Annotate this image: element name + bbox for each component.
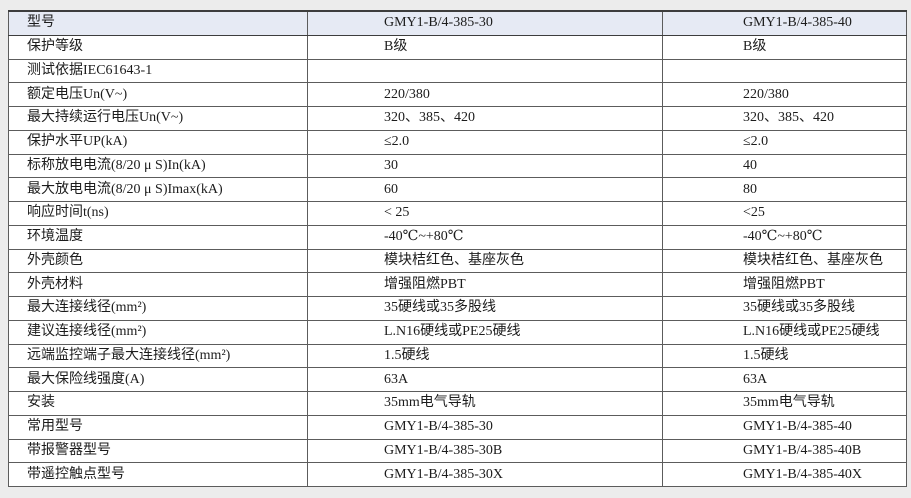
spec-value-model-40: GMY1-B/4-385-40B — [662, 438, 907, 464]
table-row: 常用型号 GMY1-B/4-385-30 GMY1-B/4-385-40 — [8, 414, 907, 440]
spec-value-model-30: 320、385、420 — [307, 106, 663, 131]
spec-label: 外壳材料 — [8, 272, 308, 297]
spec-table: 型号 GMY1-B/4-385-30 GMY1-B/4-385-40 保护等级 B… — [8, 10, 907, 487]
spec-value-model-30: 模块桔红色、基座灰色 — [307, 248, 663, 274]
spec-value-model-30: B级 — [307, 34, 663, 60]
spec-value-model-30: 35硬线或35多股线 — [307, 296, 663, 321]
table-row: 外壳颜色 模块桔红色、基座灰色 模块桔红色、基座灰色 — [8, 248, 907, 274]
spec-value-model-40: <25 — [662, 201, 907, 226]
spec-value-model-30: GMY1-B/4-385-30 — [307, 414, 663, 440]
table-row: 带报警器型号 GMY1-B/4-385-30B GMY1-B/4-385-40B — [8, 438, 907, 464]
spec-label: 远端监控端子最大连接线径(mm²) — [8, 343, 308, 369]
spec-value-model-30: 30 — [307, 153, 663, 179]
table-row: 响应时间t(ns) < 25 <25 — [8, 201, 907, 226]
header-model-40: GMY1-B/4-385-40 — [662, 10, 907, 36]
table-row: 最大保险线强度(A) 63A 63A — [8, 367, 907, 392]
spec-label: 最大保险线强度(A) — [8, 367, 308, 392]
spec-value-model-30: < 25 — [307, 201, 663, 226]
spec-label: 测试依据IEC61643-1 — [8, 58, 308, 84]
spec-label: 最大连接线径(mm²) — [8, 296, 308, 321]
spec-label: 安装 — [8, 391, 308, 416]
spec-value-model-40: GMY1-B/4-385-40X — [662, 462, 907, 487]
table-row: 带遥控触点型号 GMY1-B/4-385-30X GMY1-B/4-385-40X — [8, 462, 907, 487]
table-row: 最大连接线径(mm²) 35硬线或35多股线 35硬线或35多股线 — [8, 296, 907, 321]
spec-value-model-40: 模块桔红色、基座灰色 — [662, 248, 907, 274]
spec-value-model-40: 1.5硬线 — [662, 343, 907, 369]
spec-value-model-30: ≤2.0 — [307, 129, 663, 155]
spec-value-model-40: 63A — [662, 367, 907, 392]
spec-value-model-30: 220/380 — [307, 82, 663, 107]
spec-label: 标称放电电流(8/20 μ S)In(kA) — [8, 153, 308, 179]
spec-label: 最大持续运行电压Un(V~) — [8, 106, 308, 131]
table-row: 标称放电电流(8/20 μ S)In(kA) 30 40 — [8, 153, 907, 179]
spec-value-model-40: 320、385、420 — [662, 106, 907, 131]
table-row: 保护等级 B级 B级 — [8, 34, 907, 60]
spec-value-model-40: L.N16硬线或PE25硬线 — [662, 319, 907, 345]
spec-label: 建议连接线径(mm²) — [8, 319, 308, 345]
spec-value-model-30: GMY1-B/4-385-30X — [307, 462, 663, 487]
header-param-label: 型号 — [8, 10, 308, 36]
spec-label: 环境温度 — [8, 224, 308, 250]
spec-value-model-30: 60 — [307, 177, 663, 202]
spec-label: 响应时间t(ns) — [8, 201, 308, 226]
spec-label: 带报警器型号 — [8, 438, 308, 464]
spec-value-model-30: 35mm电气导轨 — [307, 391, 663, 416]
table-row: 环境温度 -40℃~+80℃ -40℃~+80℃ — [8, 224, 907, 250]
header-model-30: GMY1-B/4-385-30 — [307, 10, 663, 36]
spec-value-model-40: GMY1-B/4-385-40 — [662, 414, 907, 440]
spec-value-model-40 — [662, 58, 907, 84]
spec-value-model-40: 增强阻燃PBT — [662, 272, 907, 297]
spec-label: 最大放电电流(8/20 μ S)Imax(kA) — [8, 177, 308, 202]
header-row: 型号 GMY1-B/4-385-30 GMY1-B/4-385-40 — [8, 10, 907, 36]
spec-label: 常用型号 — [8, 414, 308, 440]
spec-value-model-40: 35mm电气导轨 — [662, 391, 907, 416]
table-row: 测试依据IEC61643-1 — [8, 58, 907, 84]
spec-value-model-40: 80 — [662, 177, 907, 202]
table-row: 安装 35mm电气导轨 35mm电气导轨 — [8, 391, 907, 416]
spec-label: 额定电压Un(V~) — [8, 82, 308, 107]
table-row: 建议连接线径(mm²) L.N16硬线或PE25硬线 L.N16硬线或PE25硬线 — [8, 319, 907, 345]
spec-table-header: 型号 GMY1-B/4-385-30 GMY1-B/4-385-40 — [8, 10, 907, 36]
table-row: 最大放电电流(8/20 μ S)Imax(kA) 60 80 — [8, 177, 907, 202]
spec-value-model-30: 1.5硬线 — [307, 343, 663, 369]
spec-value-model-30: -40℃~+80℃ — [307, 224, 663, 250]
table-row: 额定电压Un(V~) 220/380 220/380 — [8, 82, 907, 107]
spec-value-model-40: B级 — [662, 34, 907, 60]
spec-table-body: 保护等级 B级 B级 测试依据IEC61643-1 额定电压Un(V~) 220/380 2… — [8, 34, 907, 487]
spec-value-model-30: 增强阻燃PBT — [307, 272, 663, 297]
spec-value-model-40: -40℃~+80℃ — [662, 224, 907, 250]
spec-value-model-30: GMY1-B/4-385-30B — [307, 438, 663, 464]
spec-value-model-30: 63A — [307, 367, 663, 392]
table-row: 最大持续运行电压Un(V~) 320、385、420 320、385、420 — [8, 106, 907, 131]
spec-label: 带遥控触点型号 — [8, 462, 308, 487]
spec-value-model-40: 220/380 — [662, 82, 907, 107]
spec-label: 外壳颜色 — [8, 248, 308, 274]
table-row: 保护水平UP(kA) ≤2.0 ≤2.0 — [8, 129, 907, 155]
table-row: 外壳材料 增强阻燃PBT 增强阻燃PBT — [8, 272, 907, 297]
spec-label: 保护水平UP(kA) — [8, 129, 308, 155]
spec-value-model-40: 40 — [662, 153, 907, 179]
spec-value-model-40: ≤2.0 — [662, 129, 907, 155]
spec-value-model-30: L.N16硬线或PE25硬线 — [307, 319, 663, 345]
table-row: 远端监控端子最大连接线径(mm²) 1.5硬线 1.5硬线 — [8, 343, 907, 369]
spec-value-model-40: 35硬线或35多股线 — [662, 296, 907, 321]
spec-label: 保护等级 — [8, 34, 308, 60]
spec-value-model-30 — [307, 58, 663, 84]
